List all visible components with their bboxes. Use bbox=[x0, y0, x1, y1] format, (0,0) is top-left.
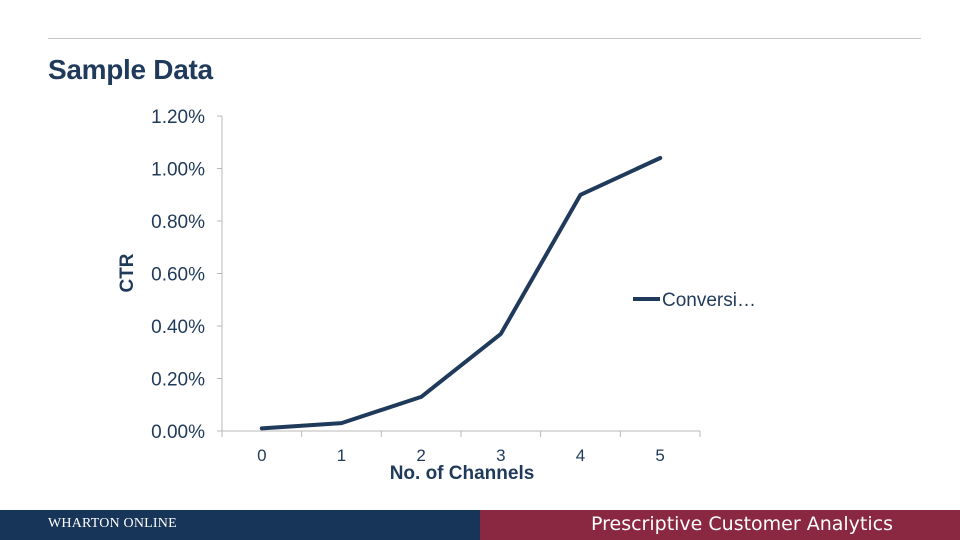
x-tick-label: 3 bbox=[496, 446, 505, 465]
x-axis-title: No. of Channels bbox=[390, 463, 535, 484]
slide-title: Sample Data bbox=[48, 54, 213, 85]
x-tick-label: 4 bbox=[576, 446, 585, 465]
x-tick-label: 1 bbox=[337, 446, 346, 465]
y-tick-label: 0.80% bbox=[151, 212, 205, 233]
footer-bar: WHARTON ONLINE Prescriptive Customer Ana… bbox=[0, 510, 960, 540]
y-tick-label: 0.20% bbox=[151, 370, 205, 391]
y-axis-title: CTR bbox=[117, 253, 138, 292]
y-tick-label: 1.20% bbox=[151, 107, 205, 128]
y-tick-label: 0.40% bbox=[151, 317, 205, 338]
y-tick-label: 0.60% bbox=[151, 265, 205, 286]
x-tick-label: 5 bbox=[655, 446, 664, 465]
brand-label: WHARTON ONLINE bbox=[48, 516, 177, 531]
y-tick-label: 1.00% bbox=[151, 160, 205, 181]
footer-brand-panel: WHARTON ONLINE bbox=[0, 510, 480, 540]
y-tick-label: 0.00% bbox=[151, 422, 205, 443]
legend-label: Conversi… bbox=[662, 290, 756, 311]
x-tick-label: 0 bbox=[257, 446, 266, 465]
series-line bbox=[259, 156, 663, 431]
footer-course-panel: Prescriptive Customer Analytics bbox=[480, 510, 960, 540]
top-divider bbox=[48, 38, 921, 39]
line-chart: 0.00% 0.20% 0.40% 0.60% 0.80% 1.00% 1.20% 0 1 2 3 4… bbox=[117, 107, 756, 484]
course-title: Prescriptive Customer Analytics bbox=[590, 513, 893, 535]
chart-svg: 0.00% 0.20% 0.40% 0.60% 0.80% 1.00% 1.20% 0 1 2 3 4… bbox=[117, 107, 756, 484]
x-tick-label: 2 bbox=[416, 446, 425, 465]
